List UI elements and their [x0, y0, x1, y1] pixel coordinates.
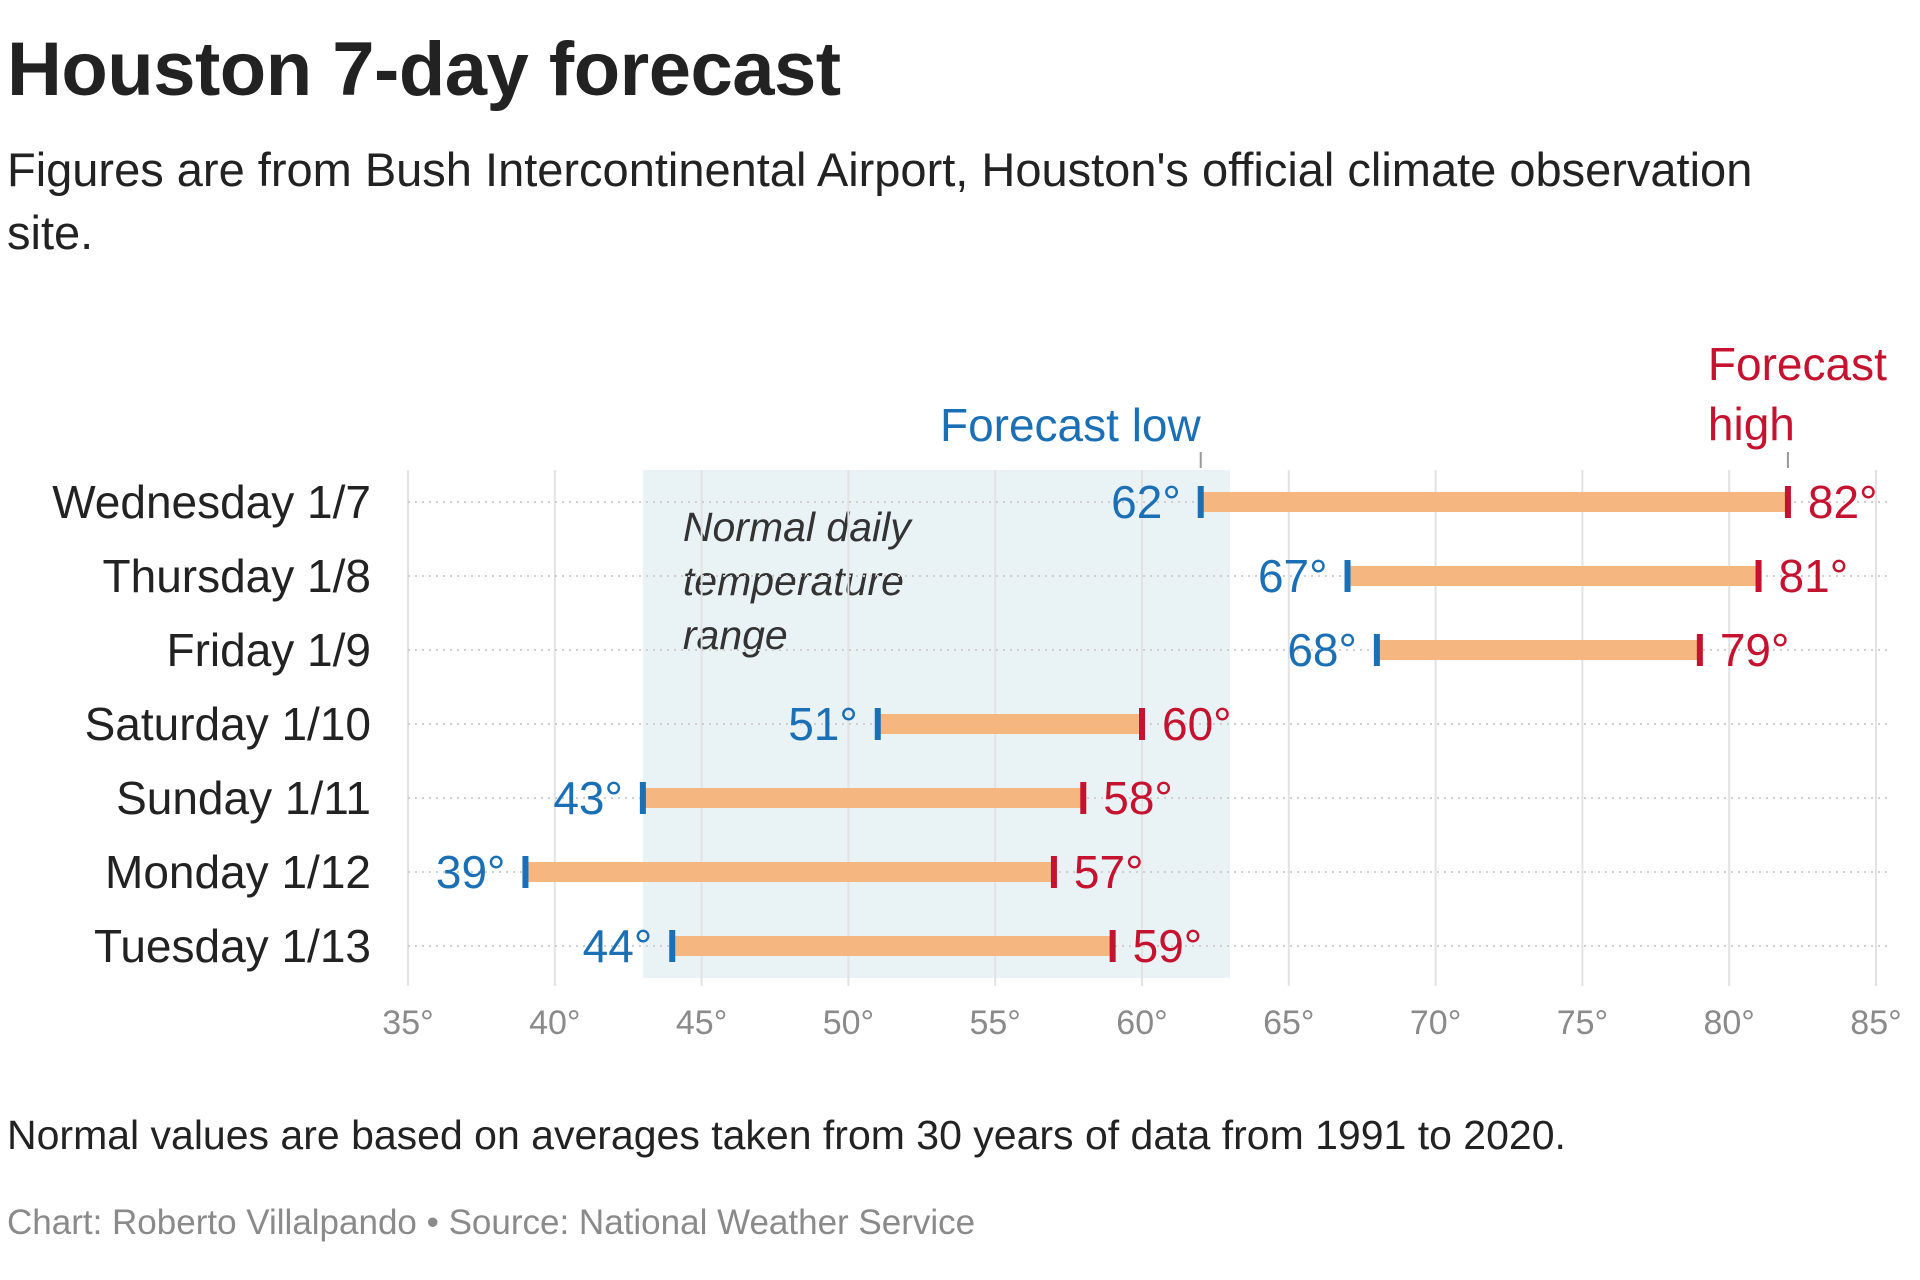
x-tick-label: 85°: [1850, 1004, 1901, 1042]
low-value-label: 62°: [1111, 476, 1181, 528]
range-bar: [1347, 566, 1759, 586]
x-tick-label: 35°: [382, 1004, 433, 1042]
high-marker: [1139, 708, 1145, 740]
normal-range-label-line: temperature: [683, 558, 904, 604]
high-marker: [1696, 634, 1703, 666]
legend-high-label: high: [1708, 398, 1795, 450]
high-value-label: 79°: [1720, 624, 1790, 676]
x-tick-label: 75°: [1557, 1004, 1608, 1042]
low-value-label: 67°: [1258, 550, 1328, 602]
high-marker: [1109, 930, 1116, 962]
x-tick-label: 65°: [1263, 1004, 1314, 1042]
range-bar: [1376, 640, 1700, 660]
high-marker: [1784, 486, 1791, 518]
low-marker: [874, 708, 881, 740]
credit-line: Chart: Roberto Villalpando • Source: Nat…: [7, 1203, 976, 1242]
chart-subtitle: Figures are from Bush Intercontinental A…: [7, 143, 1753, 259]
low-value-label: 43°: [553, 772, 623, 824]
footnote: Normal values are based on averages take…: [7, 1112, 1566, 1158]
range-bar: [877, 714, 1142, 734]
day-label: Sunday 1/11: [116, 772, 371, 824]
x-tick-label: 50°: [823, 1004, 874, 1042]
high-value-label: 59°: [1133, 920, 1203, 972]
grid-layer: 35° 40° 45° 50° 55° 60° 65° 70° 75° 80° 85°: [382, 470, 1902, 1042]
range-bar: [642, 788, 1084, 808]
high-value-label: 60°: [1162, 698, 1232, 750]
high-value-label: 81°: [1779, 550, 1849, 602]
chart-title: Houston 7-day forecast: [7, 27, 841, 112]
x-tick-label: 40°: [529, 1004, 580, 1042]
day-label: Monday 1/12: [105, 846, 371, 898]
day-label: Wednesday 1/7: [52, 476, 371, 528]
bars-layer: [522, 486, 1791, 962]
low-value-label: 51°: [788, 698, 858, 750]
high-value-label: 82°: [1808, 476, 1878, 528]
high-marker: [1080, 782, 1087, 814]
day-label: Thursday 1/8: [103, 550, 371, 602]
high-value-label: 58°: [1103, 772, 1173, 824]
low-value-label: 44°: [583, 920, 653, 972]
x-tick-label: 80°: [1703, 1004, 1754, 1042]
day-label: Friday 1/9: [166, 624, 371, 676]
high-marker: [1755, 560, 1762, 592]
low-marker: [669, 930, 676, 962]
labels-layer: Wednesday 1/7 62° 82° Thursday 1/8 67° 81° Fri…: [52, 476, 1877, 972]
high-marker: [1050, 856, 1057, 888]
high-value-label: 57°: [1074, 846, 1144, 898]
legend-high-label: Forecast: [1708, 338, 1887, 390]
x-tick-label: 70°: [1410, 1004, 1461, 1042]
x-tick-label: 55°: [969, 1004, 1020, 1042]
normal-range-label-line: Normal daily: [683, 504, 913, 550]
low-marker: [1344, 560, 1351, 592]
day-label: Tuesday 1/13: [94, 920, 371, 972]
range-bar: [525, 862, 1054, 882]
x-tick-label: 45°: [676, 1004, 727, 1042]
legend-layer: Forecast low Forecast high: [940, 338, 1887, 468]
day-label: Saturday 1/10: [85, 698, 371, 750]
low-marker: [1373, 634, 1380, 666]
legend-low-label: Forecast low: [940, 399, 1202, 451]
low-marker: [522, 856, 529, 888]
range-bar: [1200, 492, 1788, 512]
low-marker: [639, 782, 646, 814]
low-value-label: 39°: [436, 846, 506, 898]
low-value-label: 68°: [1287, 624, 1357, 676]
normal-range-label-line: range: [683, 612, 788, 658]
low-marker: [1197, 486, 1204, 518]
x-tick-label: 60°: [1116, 1004, 1167, 1042]
range-bar: [672, 936, 1113, 956]
row-lines-layer: [408, 501, 1892, 947]
